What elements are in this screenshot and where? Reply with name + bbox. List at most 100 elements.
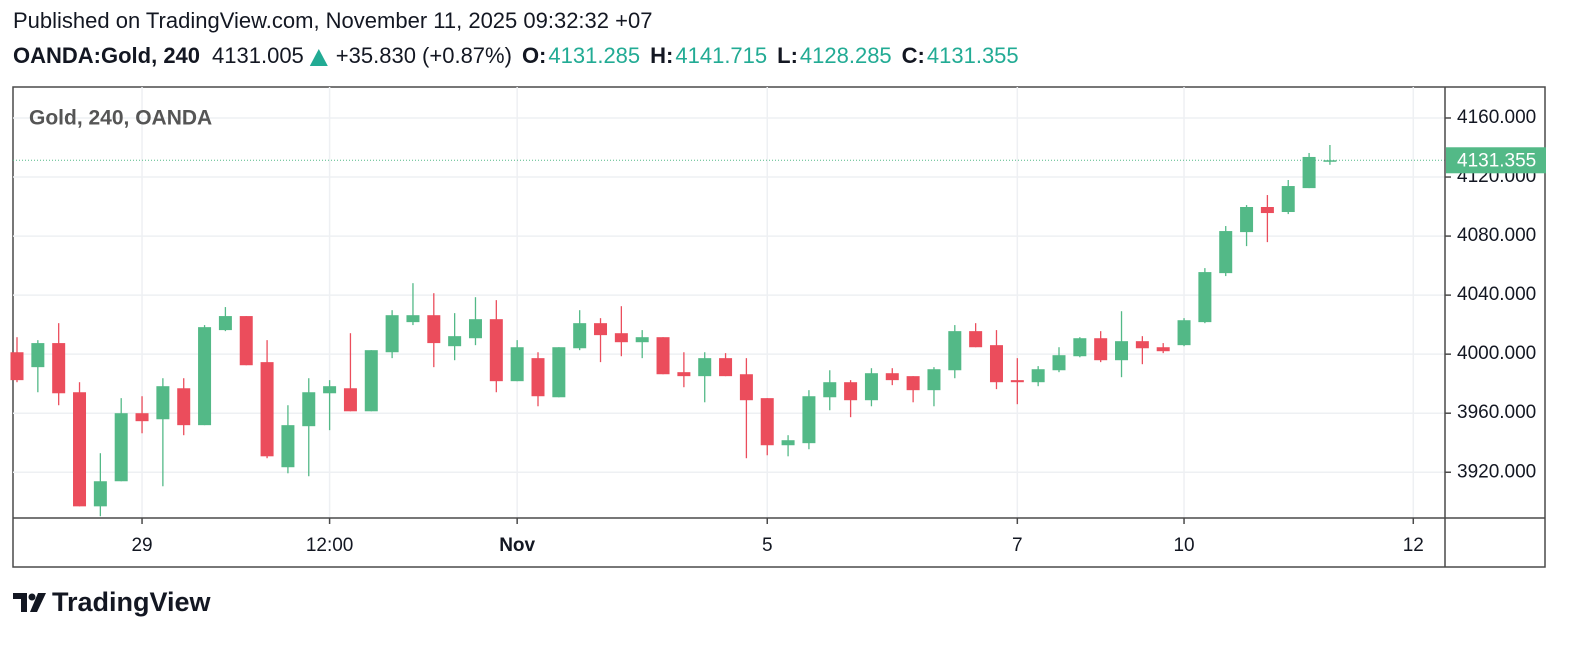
candle-body (1281, 186, 1295, 213)
candle-body (260, 362, 274, 457)
candle-body (198, 327, 212, 426)
y-tick-label: 3920.000 (1457, 461, 1536, 482)
logo-mark (13, 593, 27, 612)
grid (13, 87, 1445, 518)
ohlc-value: 4131.355 (927, 43, 1019, 68)
x-tick-label: 12:00 (306, 535, 354, 556)
ohlc-label: O: (522, 43, 546, 68)
candle-body (1073, 338, 1087, 357)
candle-body (1052, 355, 1066, 371)
symbol-header: OANDA:Gold, 240 4131.005 +35.830 (+0.87%) O… (13, 43, 1019, 68)
candle-body (885, 373, 899, 381)
last-price: 4131.005 (212, 43, 304, 68)
candle-body (52, 343, 66, 394)
candle-body (1219, 231, 1233, 274)
candle-body (448, 336, 462, 347)
candle-body (364, 350, 378, 412)
candle-body (739, 374, 753, 401)
x-tick-label: 7 (1012, 535, 1023, 556)
price-change: +35.830 (+0.87%) (336, 43, 512, 68)
candle-body (1260, 207, 1274, 214)
candle-body (468, 319, 482, 339)
candle-body (635, 337, 649, 343)
x-tick-label: 12 (1403, 535, 1424, 556)
candle-body (1010, 380, 1024, 383)
candle-body (1031, 369, 1045, 383)
candle-body (510, 347, 524, 382)
candle-body (1135, 341, 1149, 349)
candle-body (969, 331, 983, 348)
ohlc-label: L: (777, 43, 798, 68)
y-tick-label: 4080.000 (1457, 225, 1536, 246)
candle-body (343, 388, 357, 412)
candle-body (239, 316, 253, 366)
candle-body (760, 398, 774, 446)
candle-body (10, 352, 24, 381)
candle-body (614, 333, 628, 343)
x-tick-label: 29 (131, 535, 152, 556)
candle-body (406, 315, 420, 323)
candle-body (948, 331, 962, 371)
candle-body (844, 382, 858, 401)
candles (10, 144, 1445, 517)
published-line: Published on TradingView.com, November 1… (13, 8, 652, 33)
candle-body (552, 347, 566, 398)
candle-body (1302, 156, 1316, 189)
ohlc-value: 4131.285 (548, 43, 640, 68)
ohlc-label: C: (902, 43, 925, 68)
ohlc-label: H: (650, 43, 673, 68)
y-tick-label: 4160.000 (1457, 107, 1536, 128)
candle-body (135, 413, 149, 422)
candle-body (385, 315, 399, 353)
ohlc-value: 4141.715 (675, 43, 767, 68)
candle-body (1115, 341, 1129, 361)
brand-logo: TradingView (13, 587, 212, 617)
candle-body (1240, 207, 1254, 233)
candle-body (906, 376, 920, 391)
candle-body (594, 323, 608, 336)
last-price-label: 4131.355 (1457, 150, 1536, 171)
x-tick-label: 5 (762, 535, 773, 556)
candle-body (302, 392, 316, 427)
y-tick-label: 3960.000 (1457, 402, 1536, 423)
candle-body (864, 373, 878, 401)
candle-body (927, 369, 941, 391)
symbol: OANDA:Gold, 240 (13, 43, 200, 68)
candle-body (656, 337, 670, 375)
axes: 3920.000 3960.000 4000.000 4040.000 4080.000… (131, 107, 1546, 556)
y-tick-label: 4040.000 (1457, 284, 1536, 305)
candle-body (531, 358, 545, 397)
chart-legend: Gold, 240, OANDA (29, 107, 212, 130)
y-tick-label: 4000.000 (1457, 343, 1536, 364)
candle-body (802, 396, 816, 444)
logo-mark (30, 593, 46, 612)
candle-body (177, 388, 191, 426)
candle-body (1094, 338, 1108, 361)
candle-body (73, 392, 87, 507)
candle-body (1156, 347, 1170, 352)
chart-frame (12, 86, 1546, 568)
candle-body (677, 372, 691, 377)
candle-body (427, 315, 441, 344)
candle-body (1323, 160, 1337, 162)
candle-body (989, 345, 1003, 383)
candle-body (93, 481, 107, 507)
brand-name: TradingView (52, 587, 212, 617)
candle-body (281, 425, 295, 468)
candle-body (114, 413, 128, 482)
candle-body (156, 386, 170, 420)
candle-body (573, 323, 587, 349)
x-tick-label: Nov (499, 535, 535, 556)
candle-body (823, 382, 837, 398)
logo-mark (28, 593, 36, 601)
candle-body (719, 358, 733, 377)
up-arrow (309, 49, 328, 66)
candle-body (489, 319, 503, 382)
candle-body (1198, 272, 1212, 323)
candle-body (698, 358, 712, 377)
candle-body (218, 316, 232, 331)
last-price-tag (1446, 147, 1546, 174)
x-tick-label: 10 (1173, 535, 1194, 556)
